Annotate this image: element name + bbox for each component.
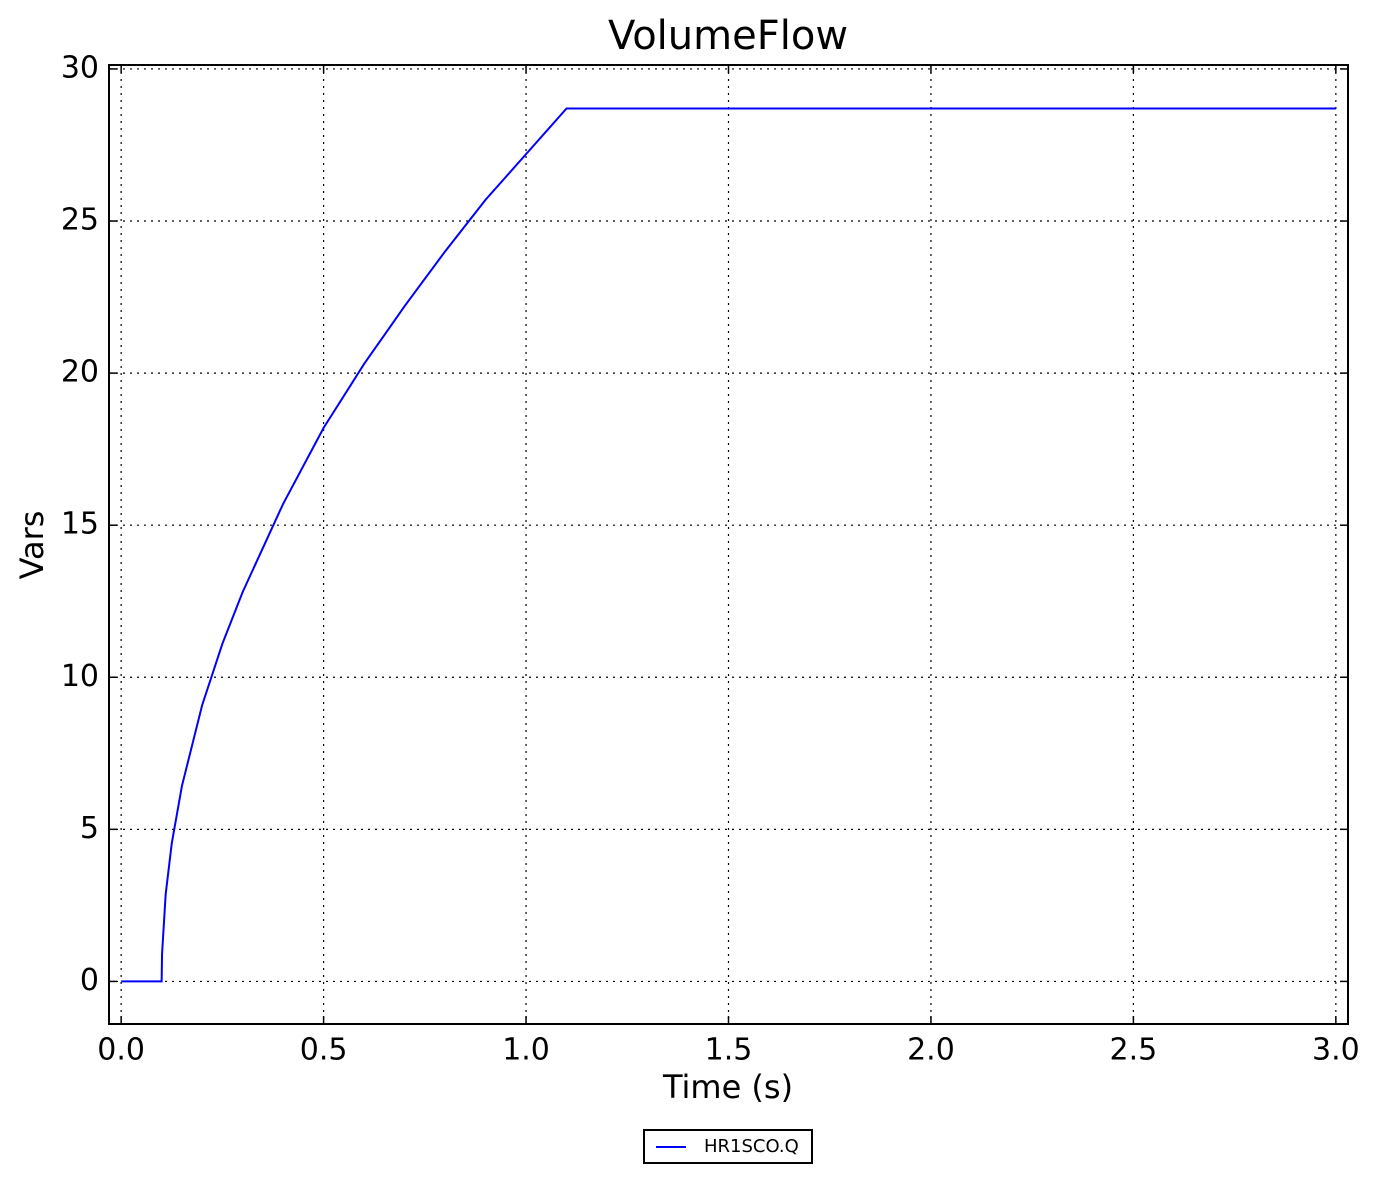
- x-tick-label: 2.0: [907, 1033, 955, 1068]
- line: [121, 107, 1336, 983]
- y-tick-label: 15: [61, 507, 99, 542]
- y-tick-label: 20: [61, 355, 99, 390]
- legend-label: HR1SCO.Q: [704, 1136, 799, 1157]
- x-tick-label: 1.0: [502, 1033, 550, 1068]
- x-tick-label: 0.5: [300, 1033, 348, 1068]
- x-tick-label: 1.5: [705, 1033, 753, 1068]
- x-tick-label: 3.0: [1312, 1033, 1360, 1068]
- x-tick-label: 2.5: [1110, 1033, 1158, 1068]
- x-axis-label: Time (s): [662, 1068, 793, 1106]
- y-tick-label: 10: [61, 659, 99, 694]
- chart-title: VolumeFlow: [608, 13, 848, 59]
- y-tick-label: 30: [61, 50, 99, 85]
- y-tick-label: 0: [80, 963, 99, 998]
- y-tick-label: 5: [80, 811, 99, 846]
- y-axis-label: Vars: [13, 511, 51, 580]
- y-tick-label: 25: [61, 203, 99, 238]
- plot-frame: [108, 64, 1349, 1025]
- x-tick-label: 0.0: [97, 1033, 145, 1068]
